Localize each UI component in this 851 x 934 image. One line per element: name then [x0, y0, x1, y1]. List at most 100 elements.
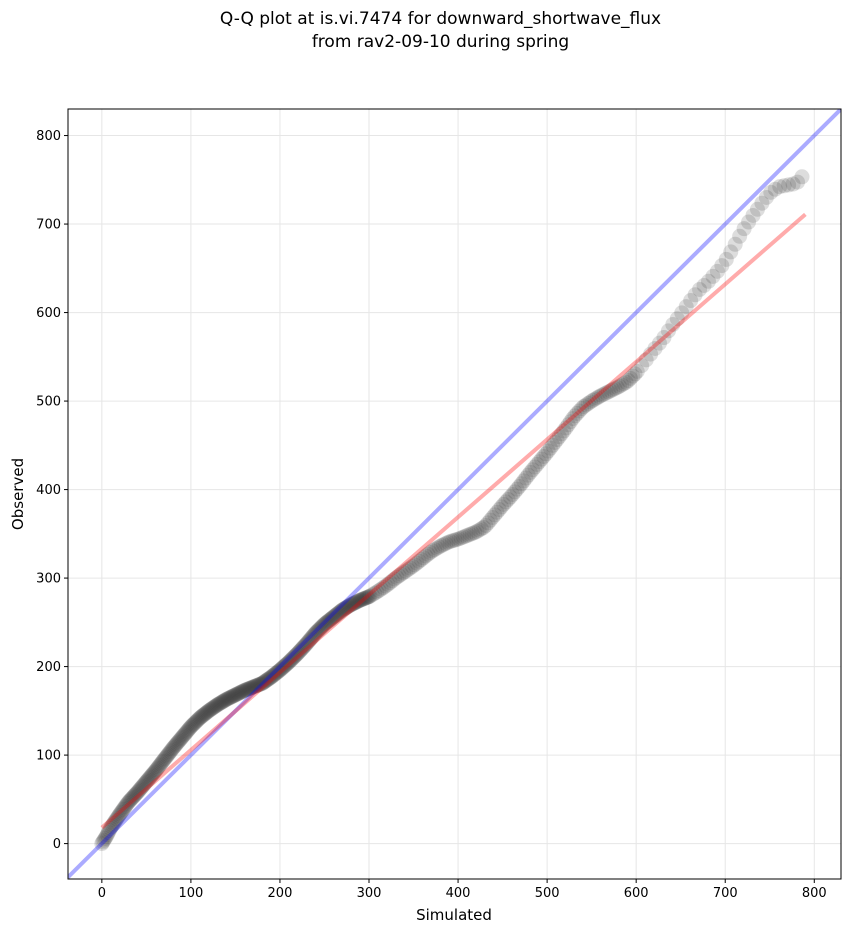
- qq-point: [296, 639, 312, 655]
- x-tick-label: 800: [802, 886, 827, 901]
- qq-point: [603, 383, 619, 399]
- qq-point: [529, 456, 545, 472]
- qq-point: [485, 510, 501, 526]
- qq-point: [571, 403, 587, 419]
- qq-point: [214, 694, 230, 710]
- x-tick-label: 400: [446, 886, 471, 901]
- qq-point: [507, 484, 523, 500]
- qq-point: [422, 544, 438, 560]
- qq-point: [647, 340, 663, 356]
- qq-point: [380, 576, 396, 592]
- qq-point: [233, 684, 249, 700]
- qq-point: [318, 615, 334, 631]
- qq-point: [96, 832, 112, 848]
- qq-point: [124, 790, 140, 806]
- y-tick-label: 800: [36, 129, 61, 144]
- qq-point: [193, 709, 209, 725]
- qq-point: [176, 727, 192, 743]
- qq-point: [168, 737, 184, 753]
- qq-point: [341, 598, 357, 614]
- qq-point: [100, 825, 116, 841]
- qq-point: [669, 311, 685, 327]
- qq-point: [531, 454, 547, 470]
- x-tick-label: 600: [624, 886, 649, 901]
- qq-point: [114, 803, 130, 819]
- qq-point: [293, 642, 309, 658]
- qq-point: [118, 797, 134, 813]
- qq-point: [288, 647, 304, 663]
- qq-point: [127, 787, 143, 803]
- qq-point: [258, 672, 274, 688]
- qq-point: [335, 601, 351, 617]
- qq-point: [172, 732, 188, 748]
- qq-point: [129, 785, 145, 801]
- qq-point: [348, 594, 364, 610]
- qq-point: [186, 716, 202, 732]
- qq-point: [565, 411, 581, 427]
- qq-point: [556, 423, 572, 439]
- y-tick-label: 0: [53, 837, 61, 852]
- qq-point: [320, 613, 336, 629]
- qq-point: [358, 590, 374, 606]
- qq-point: [116, 800, 132, 816]
- qq-point: [272, 662, 288, 678]
- qq-point: [336, 601, 352, 617]
- qq-point: [772, 179, 788, 195]
- qq-point: [167, 738, 183, 754]
- qq-point: [130, 783, 146, 799]
- qq-point: [308, 625, 324, 641]
- qq-point: [614, 377, 630, 393]
- qq-point: [234, 684, 250, 700]
- qq-point: [146, 764, 162, 780]
- x-axis: 0 100 200 300 400 500 600 700 800: [98, 879, 827, 901]
- qq-point: [360, 589, 376, 605]
- qq-point: [444, 533, 460, 549]
- qq-point: [451, 531, 467, 547]
- qq-point: [625, 368, 641, 384]
- qq-point: [551, 429, 567, 445]
- qq-point: [560, 417, 576, 433]
- qq-point: [321, 612, 337, 628]
- qq-point: [605, 382, 621, 398]
- qq-point: [207, 698, 223, 714]
- qq-point: [242, 680, 258, 696]
- qq-point: [230, 686, 246, 702]
- qq-point: [248, 678, 264, 694]
- qq-point: [616, 376, 632, 392]
- qq-point: [161, 745, 177, 761]
- x-axis-label: Simulated: [416, 906, 492, 924]
- qq-point: [542, 440, 558, 456]
- qq-point: [175, 728, 191, 744]
- data-points: [94, 169, 810, 852]
- qq-point: [429, 540, 445, 556]
- qq-point: [235, 683, 251, 699]
- qq-point: [128, 786, 144, 802]
- qq-point: [576, 399, 592, 415]
- qq-point: [243, 680, 259, 696]
- qq-point: [277, 658, 293, 674]
- qq-point: [238, 682, 254, 698]
- qq-point: [591, 388, 607, 404]
- qq-point: [204, 701, 220, 717]
- qq-point: [201, 703, 217, 719]
- qq-point: [431, 539, 447, 555]
- qq-point: [749, 201, 765, 217]
- qq-point: [582, 394, 598, 410]
- qq-point: [758, 189, 774, 205]
- qq-point: [223, 689, 239, 705]
- qq-point: [328, 607, 344, 623]
- qq-point: [194, 708, 210, 724]
- chart-title-line1: Q-Q plot at is.vi.7474 for downward_shor…: [219, 9, 662, 29]
- qq-point: [224, 689, 240, 705]
- qq-point: [339, 599, 355, 615]
- qq-point: [267, 666, 283, 682]
- qq-point: [210, 696, 226, 712]
- qq-point: [290, 645, 306, 661]
- qq-point: [132, 781, 148, 797]
- qq-point: [117, 798, 133, 814]
- qq-point: [347, 595, 363, 611]
- qq-point: [301, 633, 317, 649]
- qq-point: [302, 631, 318, 647]
- qq-point: [398, 563, 414, 579]
- qq-point: [282, 653, 298, 669]
